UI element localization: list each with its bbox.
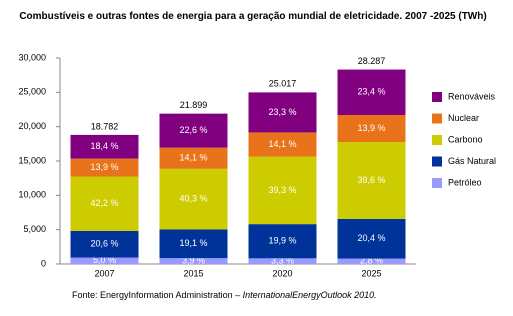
legend-label: Nuclear [448, 113, 479, 123]
bar-segment [248, 258, 317, 264]
value-label: 3,9 % [182, 255, 205, 265]
total-label: 28.287 [358, 56, 386, 66]
legend-label: Gás Natural [448, 156, 496, 166]
value-label: 14,1 % [179, 153, 207, 163]
bar-segment [159, 113, 228, 148]
legend-swatch [432, 135, 442, 145]
y-tick-label: 10,000 [18, 190, 46, 200]
total-label: 21.899 [180, 100, 208, 110]
x-tick-label: 2025 [361, 268, 381, 278]
value-label: 18,4 % [90, 141, 118, 151]
value-label: 19,1 % [179, 238, 207, 248]
bar-segment [337, 115, 406, 143]
x-tick-label: 2020 [272, 268, 292, 278]
legend-swatch [432, 113, 442, 124]
bar-segment [337, 258, 406, 264]
y-tick-label: 25,000 [18, 87, 46, 97]
value-label: 39,3 % [268, 185, 296, 195]
bar-segment [248, 92, 317, 133]
bar-segment [337, 218, 406, 259]
y-tick-label: 20,000 [18, 121, 46, 131]
bar-segment [70, 134, 139, 159]
bar-segment [159, 258, 228, 264]
bar-segment [159, 147, 228, 169]
bar-segment [70, 176, 139, 231]
bar-segment [248, 224, 317, 259]
legend-label: Petróleo [448, 177, 482, 187]
legend-swatch [432, 178, 442, 188]
chart-title: Combustíveis e outras fontes de energia … [19, 11, 486, 22]
y-tick-label: 0 [41, 258, 46, 268]
total-label: 25.017 [269, 79, 297, 89]
chart-title-text: Combustíveis e outras fontes de energia … [19, 11, 486, 22]
bar-segment [248, 156, 317, 225]
value-label: 23,3 % [268, 107, 296, 117]
value-label: 2,8 % [360, 256, 383, 266]
legend-label: Renováveis [448, 91, 496, 101]
value-label: 40,3 % [179, 193, 207, 203]
source-text: Fonte: EnergyInformation Administration … [72, 290, 243, 300]
value-label: 19,9 % [268, 236, 296, 246]
source: Fonte: EnergyInformation Administration … [72, 290, 377, 300]
value-label: 22,6 % [179, 125, 207, 135]
bar-segment [337, 69, 406, 116]
x-tick-label: 2007 [94, 268, 114, 278]
y-tick-label: 30,000 [18, 52, 46, 62]
value-label: 42,2 % [90, 198, 118, 208]
value-label: 13,9 % [90, 162, 118, 172]
y-tick-label: 5,000 [23, 224, 46, 234]
y-tick-label: 15,000 [18, 155, 46, 165]
value-label: 13,9 % [357, 123, 385, 133]
value-label: 20,6 % [90, 239, 118, 249]
bar-segment [337, 142, 406, 219]
x-tick-label: 2015 [183, 268, 203, 278]
value-label: 14,1 % [268, 139, 296, 149]
bar-segment [159, 229, 228, 259]
source-italic: InternationalEnergyOutlook 2010. [243, 290, 377, 300]
bar-segment [70, 230, 139, 258]
bar-segment [248, 132, 317, 157]
bar-segment [159, 168, 228, 230]
value-label: 5,0 % [93, 255, 116, 265]
legend-swatch [432, 92, 442, 102]
value-label: 39,6 % [357, 175, 385, 185]
total-label: 18.782 [91, 121, 119, 131]
value-label: 3,3 % [271, 256, 294, 266]
value-label: 23,4 % [357, 87, 385, 97]
legend-swatch [432, 156, 442, 167]
bar-segment [70, 158, 139, 177]
legend-label: Carbono [448, 134, 483, 144]
bar-segment [70, 257, 139, 264]
value-label: 20,4 % [357, 233, 385, 243]
